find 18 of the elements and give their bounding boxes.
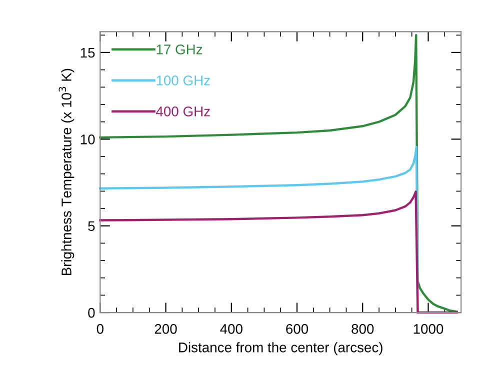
x-tick-label: 800 <box>352 324 374 334</box>
line-series <box>99 34 458 313</box>
y-tick-label: 0 <box>88 308 95 318</box>
legend-label: 400 GHz <box>156 106 210 116</box>
x-tick-label: 200 <box>154 324 177 334</box>
x-axis-title: Distance from the center (arcsec) <box>179 342 382 356</box>
x-tick-label: 1000 <box>414 324 444 334</box>
line-series <box>99 190 458 314</box>
y-tick-label: 10 <box>80 134 95 144</box>
y-tick-label: 5 <box>88 221 95 232</box>
x-tick-label: 0 <box>96 324 104 334</box>
line-series <box>99 146 419 314</box>
legend-label: 17 GHz <box>156 44 202 54</box>
y-axis-title: Brightness Temperature (x 10$^{3}$ K) <box>58 68 74 276</box>
legend-label: 100 GHz <box>156 76 210 86</box>
y-tick-label: 15 <box>80 48 95 58</box>
x-tick-label: 600 <box>286 324 308 334</box>
x-tick-label: 400 <box>220 324 242 334</box>
